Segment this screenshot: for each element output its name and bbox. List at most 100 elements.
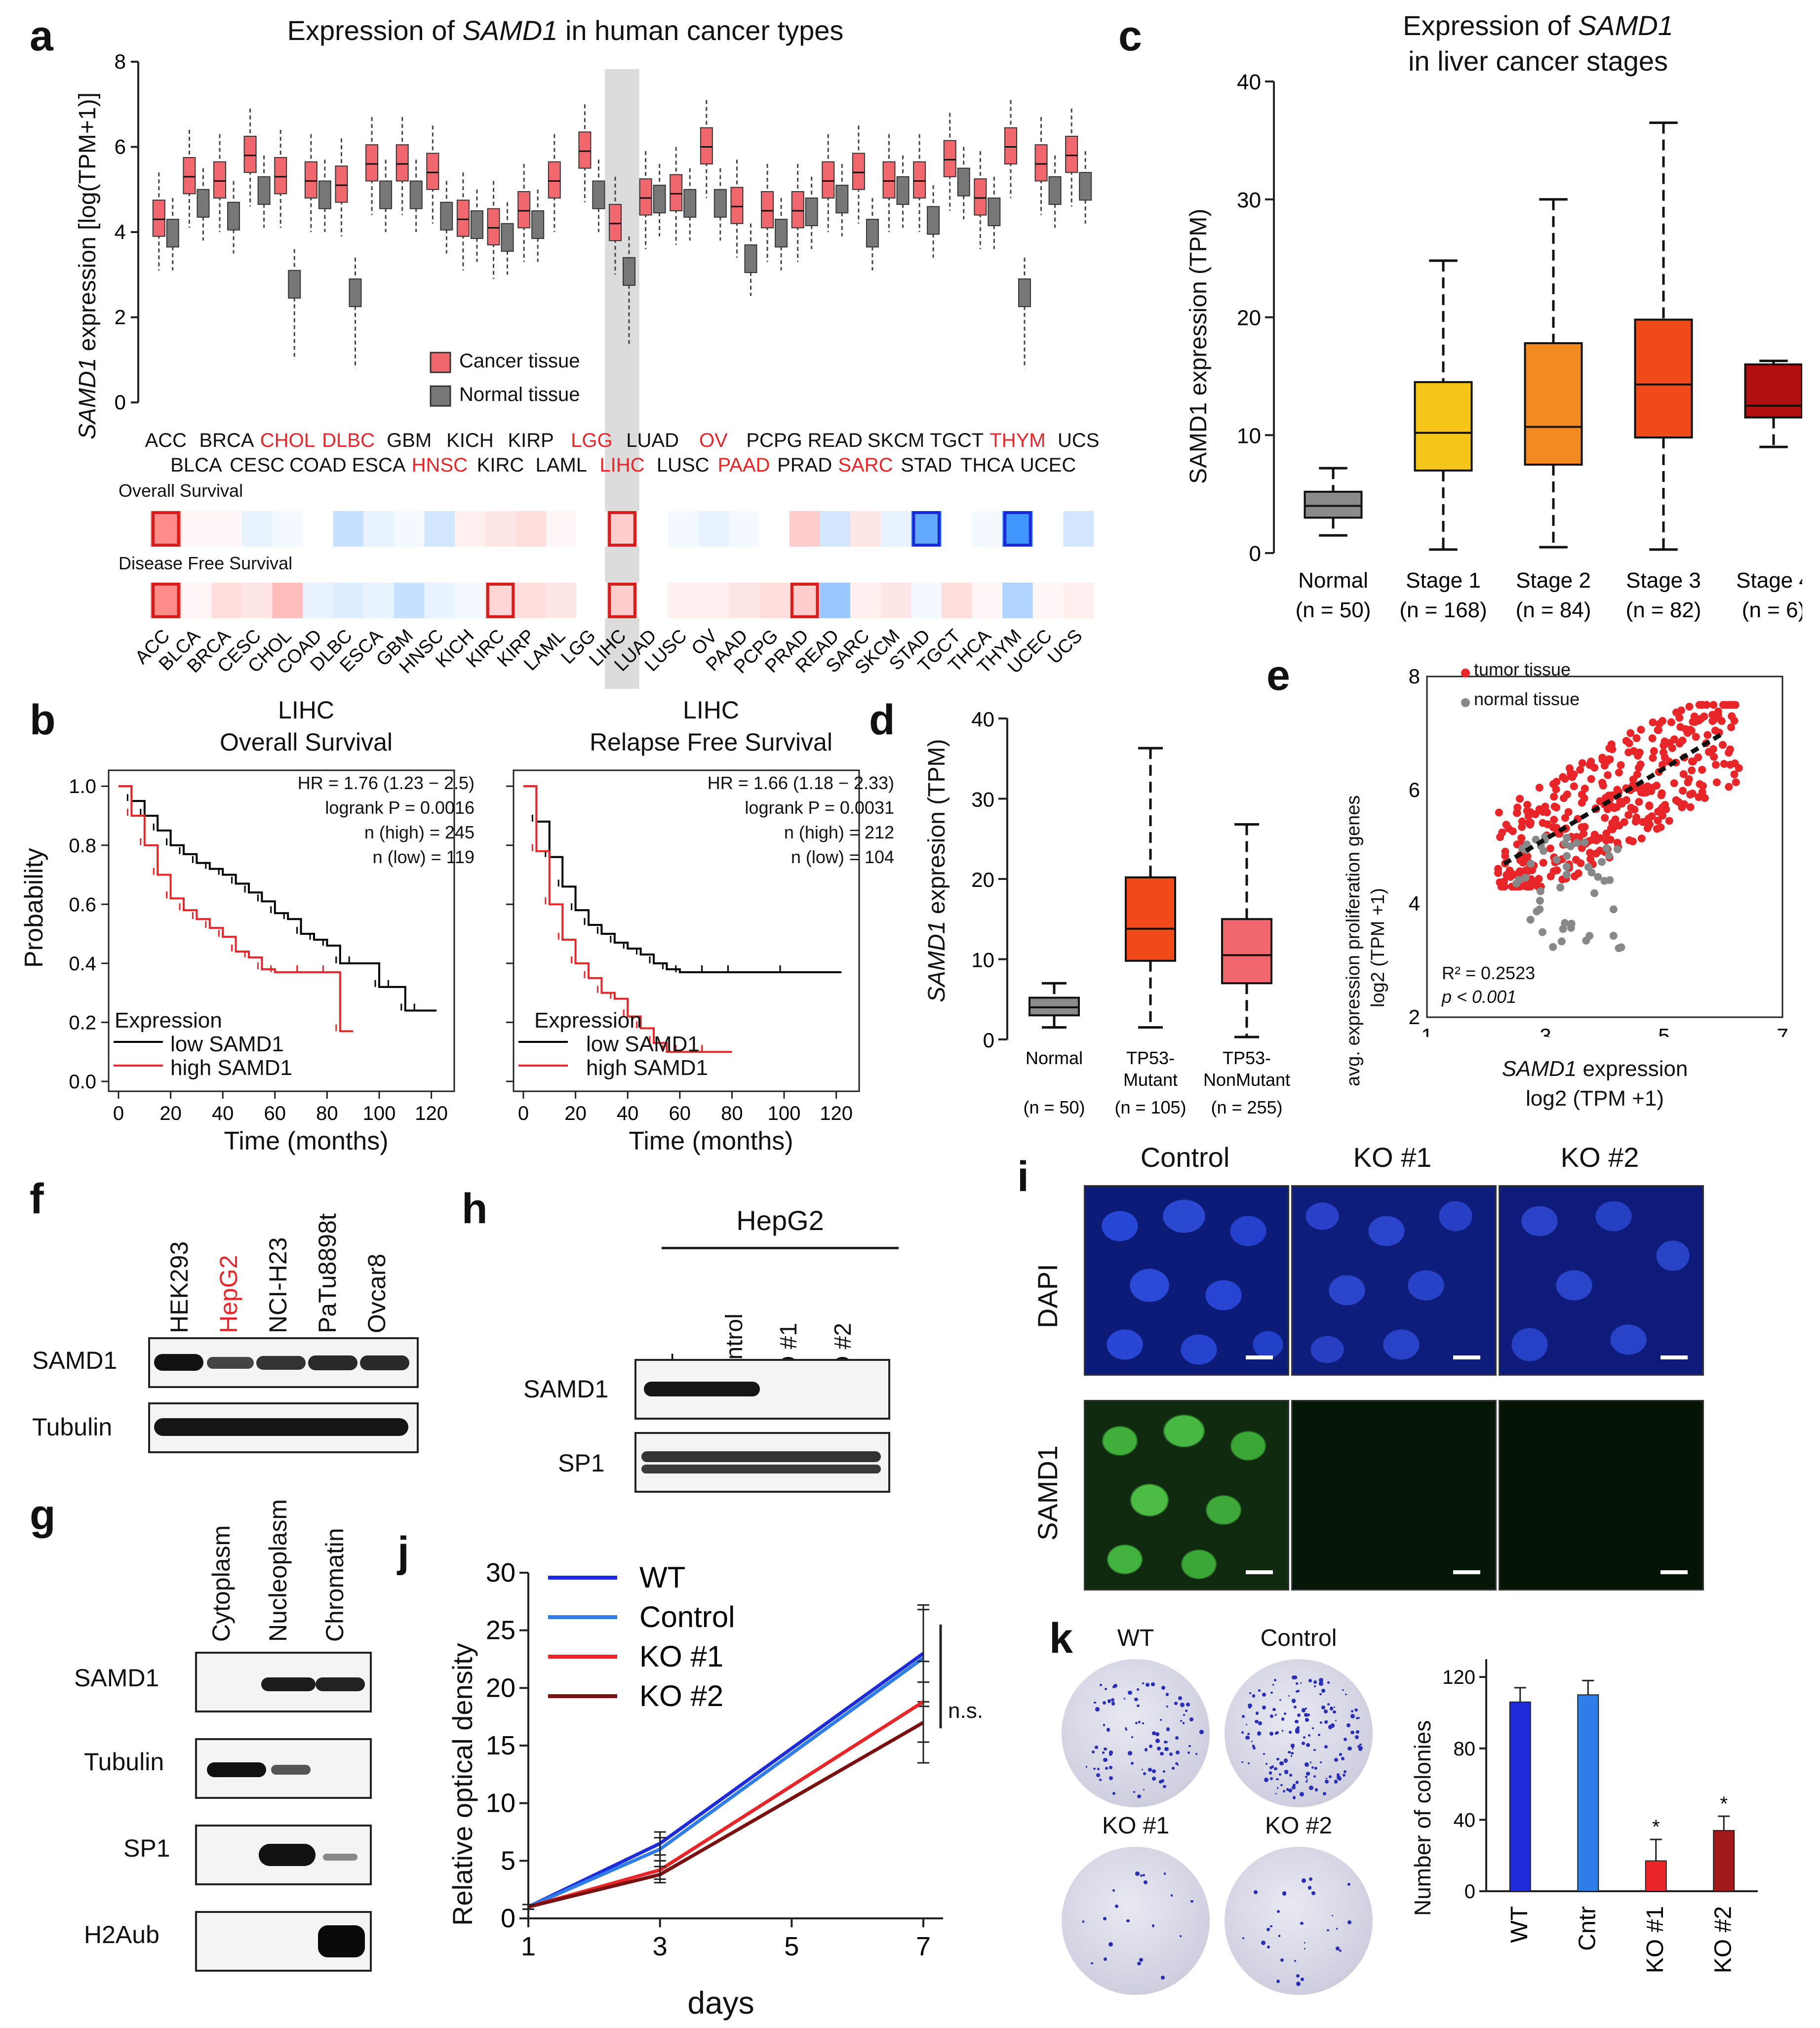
cancer-box-gbm <box>396 144 409 182</box>
colony-dot <box>1275 1714 1277 1716</box>
tumor-point <box>1502 821 1510 829</box>
dfs-cell-ucs <box>1063 583 1094 618</box>
colony-dot <box>1295 1728 1300 1732</box>
colony-dot <box>1328 1775 1332 1779</box>
tumor-point <box>1703 731 1712 739</box>
normal-box-stad <box>927 206 940 235</box>
tumor-point <box>1731 759 1739 767</box>
normal-box-paad <box>744 244 757 273</box>
colony-dot <box>1290 1744 1295 1748</box>
colony-dot <box>1175 1762 1178 1765</box>
tumor-point <box>1650 747 1658 756</box>
normal-point <box>1549 943 1557 951</box>
colony-dot <box>1337 1776 1342 1781</box>
colony-dot <box>1190 1900 1193 1903</box>
colony-dot <box>1151 1924 1155 1927</box>
cancer-box-ucs <box>1065 135 1078 173</box>
category-label-kich: KICH <box>446 430 494 451</box>
colony-dot <box>1264 1778 1268 1783</box>
colony-dot <box>1252 1747 1256 1750</box>
tumor-point <box>1515 795 1524 803</box>
box-0 <box>1304 490 1363 519</box>
normal-box-acc <box>166 219 179 248</box>
tumor-point <box>1631 817 1640 826</box>
colony-dot <box>1350 1730 1355 1735</box>
normal-point <box>1582 936 1590 945</box>
tumor-point <box>1577 859 1585 868</box>
tumor-point <box>1524 882 1533 891</box>
colony-dot <box>1112 1792 1115 1795</box>
os-cell-chol <box>272 511 303 547</box>
colony-dot <box>1308 1679 1312 1682</box>
y-tick-label: 4 <box>1409 892 1420 915</box>
category-label-prad: PRAD <box>777 454 832 476</box>
cancer-box-sarc <box>852 153 865 190</box>
tumor-point <box>1598 779 1606 787</box>
colony-dot <box>1177 1764 1179 1766</box>
colony-dot <box>1261 1940 1266 1945</box>
tumor-point <box>1550 815 1558 824</box>
os-cell-ov <box>698 511 729 547</box>
tumor-point <box>1565 764 1574 772</box>
colony-dot <box>1258 1689 1261 1692</box>
colony-dot <box>1103 1724 1106 1727</box>
tumor-point <box>1720 759 1728 768</box>
normal-box-luad <box>653 185 666 214</box>
colony-dot <box>1286 1788 1289 1791</box>
box-1 <box>1414 381 1473 472</box>
tumor-point <box>1670 735 1678 744</box>
colony-dot <box>1104 1688 1108 1691</box>
cancer-box-cesc <box>243 135 257 173</box>
tumor-point <box>1561 814 1569 822</box>
colony-dot <box>1123 1698 1126 1700</box>
normal-box-dlbc <box>349 278 362 307</box>
os-cell-sarc <box>850 511 881 547</box>
dfs-cell-coad <box>303 583 333 618</box>
colony-dot <box>1326 1720 1328 1722</box>
colony-dot <box>1161 1686 1165 1690</box>
tumor-point <box>1725 701 1733 709</box>
colony-dot <box>1339 1753 1342 1756</box>
f-lane-1: HEK293 <box>165 1241 193 1333</box>
colony-dot <box>1137 1794 1142 1799</box>
colony-dot <box>1275 1732 1277 1735</box>
colony-dot <box>1311 1891 1315 1896</box>
tumor-point <box>1672 708 1681 716</box>
colony-dot <box>1314 1788 1318 1791</box>
dfs-cell-hnsc <box>424 583 455 618</box>
panel-b-right-title-2: Relapse Free Survival <box>590 728 832 756</box>
colony-dot <box>1166 1706 1168 1708</box>
k-dish-wt <box>1062 1659 1210 1807</box>
normal-point <box>1536 887 1544 895</box>
x-tick-label: 5 <box>784 1932 799 1961</box>
scale-bar <box>1246 1355 1273 1359</box>
normal-box-ov <box>713 189 727 218</box>
os-cell-lihc <box>607 511 637 547</box>
colony-dot <box>1091 1962 1093 1965</box>
colony-dot <box>1109 1766 1112 1769</box>
colony-dot <box>1186 1702 1190 1707</box>
tumor-point <box>1654 726 1662 734</box>
g-row-h2aub: H2Aub <box>84 1921 159 1948</box>
f-blot-samd1 <box>148 1337 419 1388</box>
colony-dot <box>1157 1747 1161 1751</box>
tumor-point <box>1501 882 1509 891</box>
normal-box-lihc <box>623 257 635 286</box>
left-stat-n-low: n (low) = 119 <box>372 847 475 867</box>
colony-dot <box>1102 1751 1105 1754</box>
tumor-point <box>1578 759 1586 767</box>
panel-c-title-line2: in liver cancer stages <box>1408 45 1668 77</box>
dfs-cell-dlbc <box>333 583 364 618</box>
colony-dot <box>1104 1957 1108 1961</box>
category-label-ucs: UCS <box>1058 430 1099 451</box>
tumor-point <box>1586 855 1595 863</box>
colony-dot <box>1252 1745 1255 1748</box>
x-tick-label: 20 <box>564 1103 587 1124</box>
tumor-point <box>1516 856 1525 864</box>
colony-dot <box>1241 1761 1243 1763</box>
colony-dot <box>1164 1747 1169 1751</box>
y-tick-label: 10 <box>971 949 994 972</box>
g-lane-3: Chromatin <box>321 1528 349 1642</box>
colony-dot <box>1160 1779 1164 1783</box>
colony-dot <box>1304 1942 1306 1944</box>
